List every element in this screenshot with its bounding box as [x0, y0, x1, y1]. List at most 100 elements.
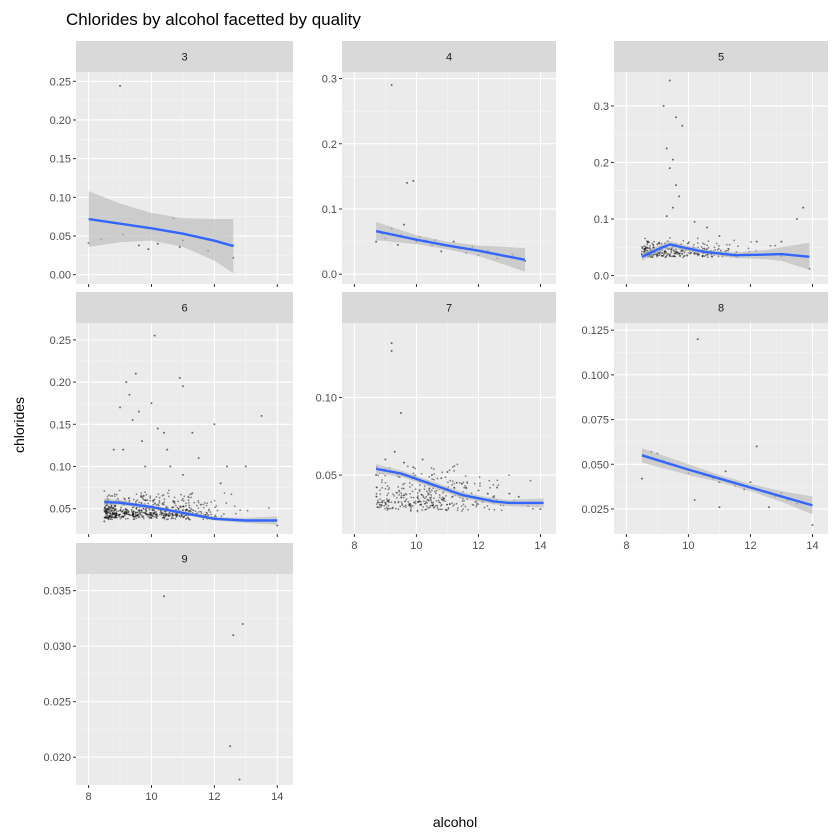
data-point [727, 247, 730, 250]
data-point [677, 253, 680, 256]
data-point [200, 503, 203, 506]
data-point [132, 513, 135, 515]
data-point [134, 372, 137, 375]
data-point [179, 516, 182, 518]
facet-panel-8: 8 0.025 0.050 0.075 0.100 0.125 8 10 12 14 [581, 292, 828, 552]
data-point [117, 513, 120, 516]
data-point [379, 498, 382, 500]
data-point [153, 511, 156, 514]
data-point [109, 515, 111, 517]
data-point [663, 250, 666, 252]
data-point [147, 502, 150, 505]
data-point [398, 489, 400, 492]
y-tick-label: 0.2 [594, 157, 609, 169]
data-point [658, 241, 661, 244]
data-point [125, 513, 128, 516]
data-point [136, 514, 138, 517]
data-point [408, 481, 411, 484]
data-point [668, 253, 671, 256]
data-point [128, 514, 131, 516]
data-point [154, 515, 156, 518]
data-point [416, 496, 419, 499]
y-tick-label: 0.2 [322, 139, 337, 151]
data-point [117, 510, 120, 512]
panel-background [76, 323, 293, 534]
y-tick-label: 0.15 [50, 154, 71, 166]
data-point [464, 475, 467, 477]
data-point [118, 489, 121, 492]
data-point [168, 514, 171, 517]
y-tick-label: 0.10 [50, 461, 71, 473]
data-point [681, 124, 684, 127]
data-point [683, 251, 686, 254]
data-point [140, 515, 143, 517]
data-point [453, 486, 456, 489]
data-point [452, 240, 455, 243]
data-point [689, 252, 691, 255]
y-tick-label: 0.15 [50, 419, 71, 431]
data-point [693, 499, 696, 502]
data-point [119, 517, 122, 520]
data-point [111, 514, 114, 516]
data-point [172, 500, 175, 502]
data-point [106, 507, 109, 510]
data-point [182, 516, 185, 519]
panel-plot-area [375, 84, 526, 272]
data-point [109, 506, 112, 509]
data-point [716, 248, 719, 251]
data-point [163, 431, 166, 434]
data-point [119, 509, 122, 512]
data-point [185, 502, 187, 505]
data-point [382, 499, 385, 502]
data-point [387, 500, 390, 503]
data-point [456, 463, 459, 466]
data-point [151, 509, 154, 512]
data-point [176, 513, 179, 516]
data-point [168, 514, 170, 516]
data-point [416, 492, 419, 494]
data-point [155, 513, 158, 516]
data-point [447, 481, 449, 484]
data-point [108, 515, 111, 518]
data-point [128, 497, 131, 499]
data-point [379, 489, 381, 492]
data-point [122, 512, 125, 515]
data-point [127, 513, 130, 516]
data-point [493, 495, 496, 497]
data-point [384, 474, 387, 477]
data-point [394, 501, 396, 504]
data-point [148, 513, 150, 516]
data-point [375, 486, 378, 489]
data-point [187, 499, 190, 502]
data-point [170, 516, 173, 519]
data-point [670, 255, 672, 258]
data-point [131, 419, 134, 422]
data-point [380, 481, 383, 484]
data-point [238, 778, 241, 781]
data-point [142, 495, 145, 497]
data-point [411, 490, 414, 493]
data-point [181, 499, 183, 502]
data-point [181, 385, 184, 388]
data-point [464, 484, 467, 487]
data-point [417, 498, 420, 501]
data-point [425, 490, 428, 493]
data-point [145, 499, 147, 502]
data-point [104, 515, 107, 518]
data-point [447, 508, 450, 510]
data-point [428, 487, 431, 490]
data-point [157, 493, 160, 496]
data-point [706, 226, 709, 229]
data-point [206, 512, 208, 515]
data-point [403, 482, 406, 485]
data-point [682, 239, 685, 242]
y-tick-label: 0.0 [594, 271, 609, 283]
data-point [106, 512, 109, 515]
data-point [139, 512, 142, 515]
data-point [160, 512, 163, 515]
data-point [690, 251, 693, 254]
data-point [104, 516, 106, 519]
data-point [117, 497, 119, 500]
data-point [769, 244, 772, 247]
